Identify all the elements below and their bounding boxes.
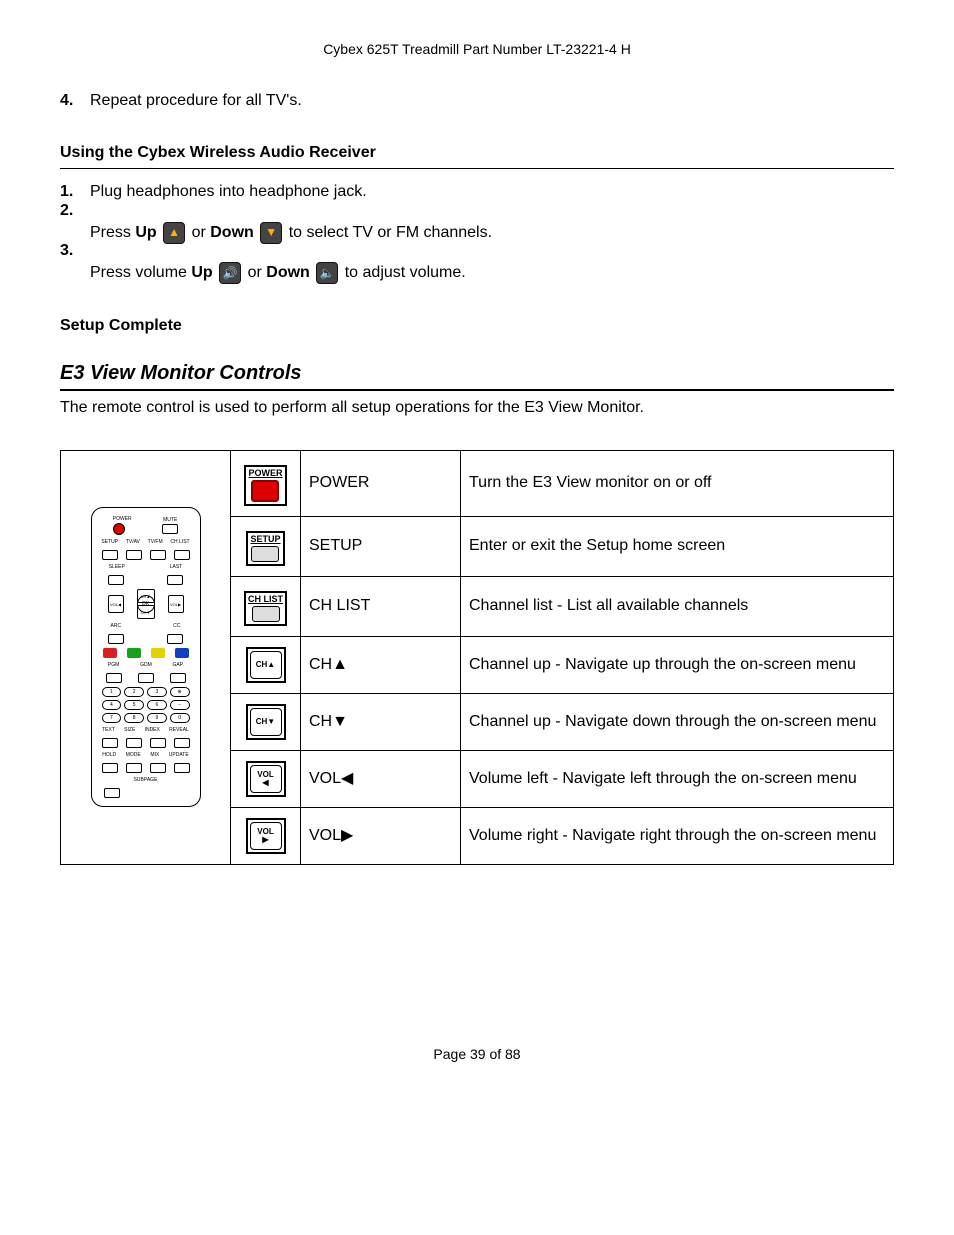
volr-name: VOL▶ <box>301 807 461 864</box>
volr-desc: Volume right - Navigate right through th… <box>461 807 894 864</box>
chup-desc: Channel up - Navigate up through the on-… <box>461 636 894 693</box>
chlist-desc: Channel list - List all available channe… <box>461 576 894 636</box>
remote-diagram-cell: POWERMUTE SETUPTV/AVTV/FMCH LIST SLEEPLA… <box>61 450 231 864</box>
setup-icon: SETUP <box>231 516 301 576</box>
voll-icon: VOL◀ <box>231 750 301 807</box>
chup-name: CH▲ <box>301 636 461 693</box>
remote-diagram: POWERMUTE SETUPTV/AVTV/FMCH LIST SLEEPLA… <box>91 507 201 807</box>
chup-icon: CH▲ <box>231 636 301 693</box>
e3-intro: The remote control is used to perform al… <box>60 397 894 419</box>
chdn-name: CH▼ <box>301 693 461 750</box>
section-audio-receiver: Using the Cybex Wireless Audio Receiver <box>60 142 894 169</box>
controls-table: POWERMUTE SETUPTV/AVTV/FMCH LIST SLEEPLA… <box>60 450 894 865</box>
volume-down-icon: 🔈 <box>316 262 338 284</box>
step-text: Press volume Up 🔊 or Down 🔈 to adjust vo… <box>90 262 894 285</box>
setup-desc: Enter or exit the Setup home screen <box>461 516 894 576</box>
power-name: POWER <box>301 450 461 516</box>
audio-step-3: 3. Press volume Up 🔊 or Down 🔈 to adjust… <box>60 254 894 285</box>
page-footer: Page 39 of 88 <box>60 1045 894 1065</box>
audio-step-1: 1. Plug headphones into headphone jack. <box>60 181 894 203</box>
voll-name: VOL◀ <box>301 750 461 807</box>
e3-title: E3 View Monitor Controls <box>60 359 894 391</box>
step-4: 4. Repeat procedure for all TV's. <box>60 90 894 112</box>
step-number: 3. <box>60 240 90 262</box>
chdn-icon: CH▼ <box>231 693 301 750</box>
step-text: Repeat procedure for all TV's. <box>90 90 894 112</box>
setup-complete: Setup Complete <box>60 315 894 341</box>
arrow-up-icon: ▲ <box>163 222 185 244</box>
chlist-icon: CH LIST <box>231 576 301 636</box>
step-number: 2. <box>60 200 90 222</box>
page-header: Cybex 625T Treadmill Part Number LT-2322… <box>60 40 894 60</box>
audio-step-2: 2. Press Up ▲ or Down ▼ to select TV or … <box>60 214 894 245</box>
step-text: Plug headphones into headphone jack. <box>90 181 894 203</box>
power-icon: POWER <box>231 450 301 516</box>
volume-up-icon: 🔊 <box>219 262 241 284</box>
step-text: Press Up ▲ or Down ▼ to select TV or FM … <box>90 222 894 245</box>
chdn-desc: Channel up - Navigate down through the o… <box>461 693 894 750</box>
voll-desc: Volume left - Navigate left through the … <box>461 750 894 807</box>
chlist-name: CH LIST <box>301 576 461 636</box>
step-number: 4. <box>60 90 90 112</box>
power-desc: Turn the E3 View monitor on or off <box>461 450 894 516</box>
arrow-down-icon: ▼ <box>260 222 282 244</box>
volr-icon: VOL▶ <box>231 807 301 864</box>
setup-name: SETUP <box>301 516 461 576</box>
